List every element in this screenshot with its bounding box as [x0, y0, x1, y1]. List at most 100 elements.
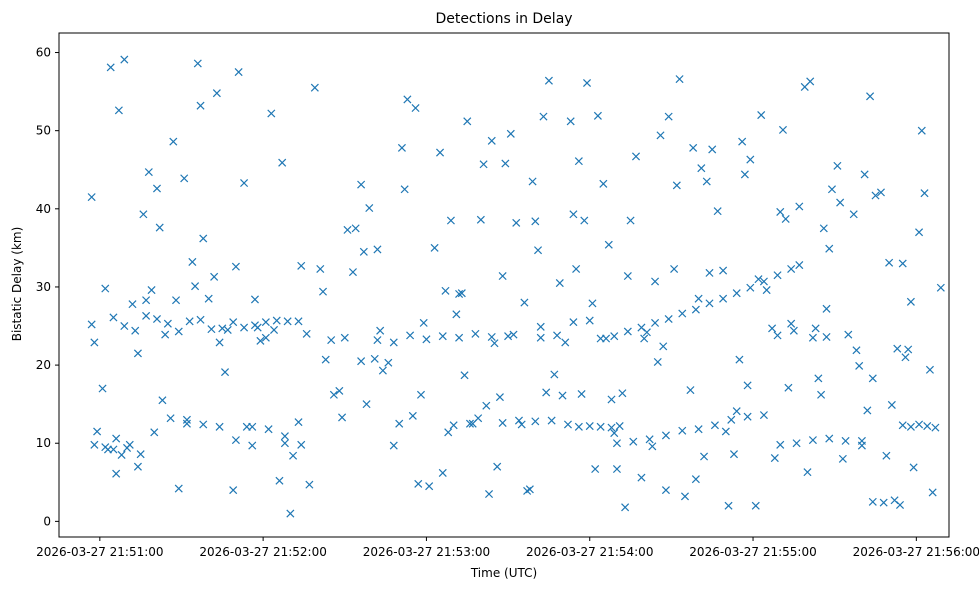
- data-point: [533, 246, 543, 255]
- x-tick-label: 2026-03-27 21:53:00: [363, 545, 490, 559]
- data-point: [917, 126, 926, 135]
- data-point: [901, 353, 910, 362]
- data-point: [787, 319, 796, 328]
- data-point: [800, 82, 809, 91]
- data-point: [882, 451, 891, 460]
- data-point: [702, 177, 711, 186]
- data-point-track-a: [87, 320, 96, 329]
- data-point: [256, 336, 265, 345]
- data-point: [544, 76, 553, 85]
- data-point-track-a: [152, 314, 162, 324]
- data-point: [234, 68, 243, 77]
- data-point: [893, 344, 902, 353]
- data-point: [697, 164, 706, 173]
- data-point: [87, 193, 96, 202]
- data-point: [147, 286, 156, 295]
- data-point: [384, 358, 393, 367]
- y-tick-label: 60: [36, 46, 51, 60]
- data-point: [558, 391, 567, 400]
- data-point: [182, 415, 191, 424]
- data-point-track-c: [406, 331, 415, 340]
- data-point: [582, 78, 592, 88]
- data-point: [740, 170, 749, 179]
- data-point-track-g: [923, 422, 932, 431]
- data-point: [395, 419, 404, 428]
- data-point-track-c: [422, 335, 431, 344]
- data-point-track-e: [746, 283, 755, 292]
- data-point: [267, 109, 276, 118]
- data-point: [400, 185, 409, 194]
- data-point: [642, 328, 651, 337]
- data-point-track-g: [898, 421, 907, 430]
- data-point: [351, 224, 360, 233]
- data-point: [444, 428, 453, 437]
- data-point: [920, 189, 929, 198]
- data-point-track-d: [563, 420, 572, 429]
- data-point: [855, 361, 864, 370]
- data-point: [686, 386, 695, 395]
- data-point-track-d: [547, 416, 556, 425]
- data-point: [637, 473, 646, 482]
- data-point: [604, 240, 613, 249]
- data-point: [329, 390, 338, 399]
- data-point-track-d: [585, 422, 594, 431]
- data-point-track-f: [612, 439, 621, 448]
- data-point: [863, 406, 872, 415]
- data-point: [770, 454, 779, 463]
- data-point: [528, 177, 537, 186]
- data-point: [376, 326, 385, 335]
- data-point: [569, 210, 578, 219]
- data-point: [572, 264, 581, 274]
- data-point: [574, 157, 583, 166]
- data-point: [438, 468, 447, 477]
- x-tick-label: 2026-03-27 21:56:00: [853, 545, 979, 559]
- data-point: [172, 296, 181, 305]
- data-point: [158, 396, 167, 405]
- data-point-track-b: [166, 414, 175, 423]
- data-point-track-a: [109, 313, 118, 322]
- data-point: [849, 210, 858, 219]
- data-point: [441, 286, 450, 295]
- data-point-track-c: [569, 318, 578, 327]
- data-point: [493, 462, 502, 471]
- data-point: [310, 83, 319, 92]
- data-point: [120, 55, 129, 64]
- data-point: [221, 368, 230, 377]
- data-point: [327, 336, 336, 345]
- data-point: [261, 333, 270, 342]
- data-point: [357, 180, 366, 189]
- data-point: [713, 207, 722, 216]
- data-point: [825, 244, 834, 253]
- data-point-track-b: [280, 439, 289, 448]
- data-point-track-e: [596, 334, 605, 343]
- data-point-track-a: [196, 315, 205, 324]
- data-point-track-d: [596, 422, 605, 431]
- x-tick-label: 2026-03-27 21:55:00: [689, 545, 816, 559]
- data-point-track-c: [553, 331, 562, 340]
- data-point-track-a: [142, 311, 151, 320]
- data-point: [626, 216, 635, 225]
- data-point: [822, 304, 831, 313]
- axes: 2026-03-27 21:51:00 2026-03-27 21:52:00 20…: [36, 32, 979, 559]
- data-point: [318, 287, 328, 296]
- data-point: [776, 207, 785, 216]
- data-point-track-c: [455, 333, 464, 342]
- data-point-track-e: [773, 271, 782, 280]
- data-point: [436, 148, 445, 157]
- data-point: [871, 191, 880, 200]
- data-point: [762, 286, 771, 295]
- data-point: [373, 245, 382, 254]
- data-point: [781, 214, 790, 223]
- data-point-track-b: [182, 419, 191, 428]
- data-point: [599, 179, 608, 188]
- data-point: [474, 414, 483, 423]
- data-point: [664, 112, 673, 121]
- data-point: [754, 275, 763, 284]
- data-point: [430, 243, 439, 252]
- data-point: [566, 117, 575, 126]
- data-point: [607, 395, 616, 404]
- data-point: [338, 413, 347, 422]
- data-point: [269, 325, 279, 334]
- data-point-track-e: [610, 332, 619, 341]
- data-point-track-a: [163, 319, 172, 328]
